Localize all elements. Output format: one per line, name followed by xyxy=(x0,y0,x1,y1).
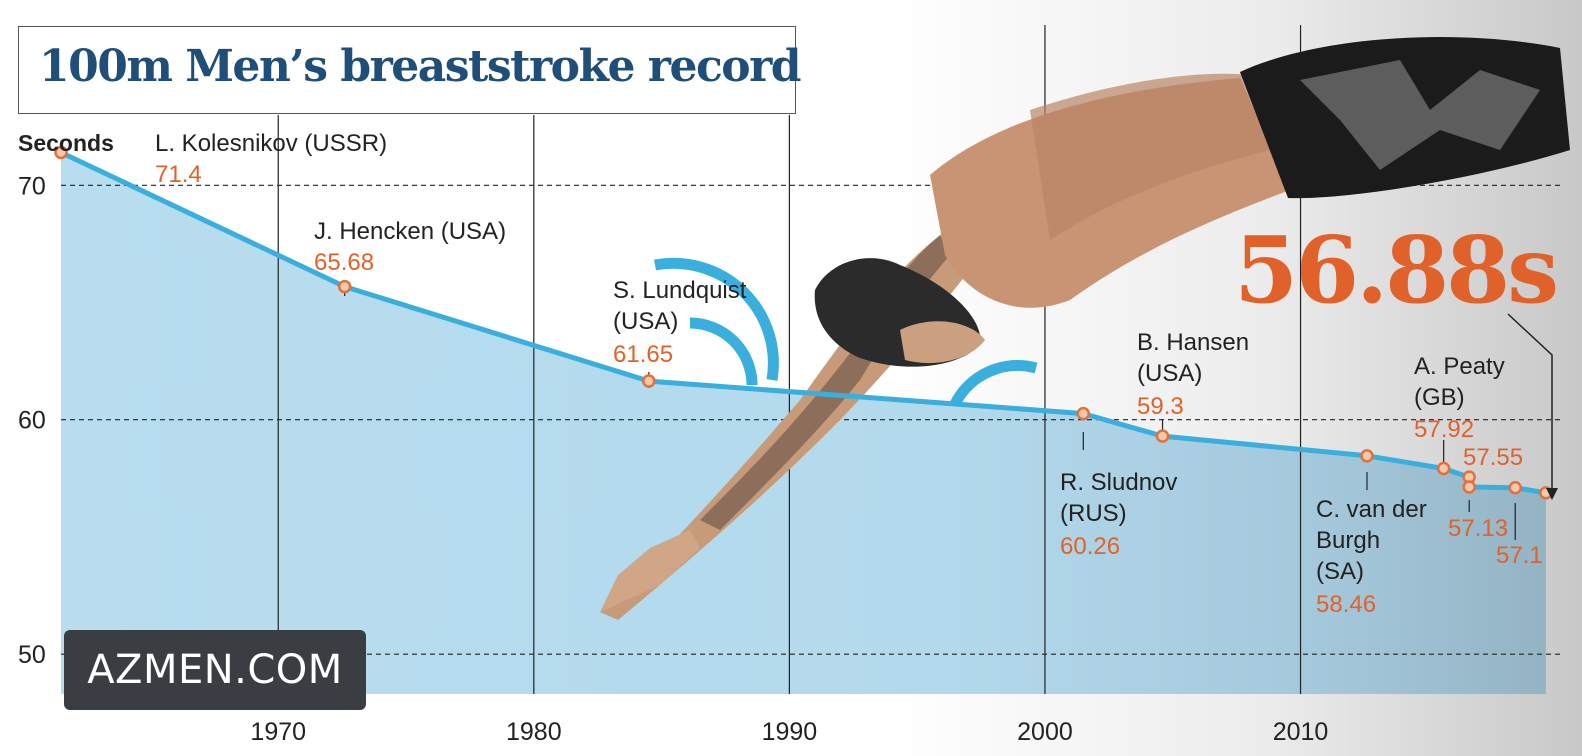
record-value-label: 57.13 xyxy=(1448,515,1508,542)
data-point xyxy=(1360,449,1374,463)
data-point xyxy=(1155,429,1170,443)
x-tick-label: 1990 xyxy=(762,718,818,746)
swimmer-back xyxy=(1030,73,1270,240)
record-holder-label: C. van der Burgh (SA) xyxy=(1316,496,1427,585)
title-box: 100m Men’s breaststroke record xyxy=(18,26,802,114)
record-value-label: 71.4 xyxy=(155,161,202,188)
data-point xyxy=(642,374,656,388)
record-value-label: 57.55 xyxy=(1463,444,1523,471)
record-holder-label: A. Peaty (GB) xyxy=(1414,353,1505,411)
x-tick-labels: 1970 1980 1990 2000 2010 xyxy=(250,718,1328,746)
data-labels: L. Kolesnikov (USSR) 71.4 J. Hencken (USA)… xyxy=(155,130,1543,618)
x-tick-label: 2010 xyxy=(1273,718,1329,746)
record-value-label: 65.68 xyxy=(314,249,374,276)
swimmer-hand xyxy=(600,530,700,612)
record-value-label: 61.65 xyxy=(613,341,673,368)
current-record-arrowhead xyxy=(1546,488,1558,500)
x-tick-label: 2000 xyxy=(1017,718,1073,746)
record-holder-label: S. Lundquist (USA) xyxy=(613,277,747,335)
record-holder-label: B. Hansen (USA) xyxy=(1137,329,1249,387)
data-point xyxy=(1436,461,1451,476)
x-tick-label: 1980 xyxy=(506,718,562,746)
splash-arc-2 xyxy=(689,317,758,386)
swimmer-illustration xyxy=(600,37,1570,620)
record-value-label: 57.1 xyxy=(1496,542,1543,569)
record-value-label: 58.46 xyxy=(1316,591,1376,618)
y-tick-labels: 50 60 70 xyxy=(18,172,46,669)
record-value-label: 60.26 xyxy=(1060,533,1120,560)
record-value-label: 59.3 xyxy=(1137,393,1184,420)
record-holder-label: J. Hencken (USA) xyxy=(314,218,506,245)
data-point xyxy=(1462,480,1476,494)
record-holder-label: L. Kolesnikov (USSR) xyxy=(155,130,387,157)
data-point xyxy=(337,279,352,294)
splash-arcs xyxy=(653,257,1038,407)
watermark: AZMEN.COM xyxy=(64,630,366,710)
data-point xyxy=(54,145,68,160)
current-record-value: 56.88s xyxy=(1234,216,1556,324)
data-point xyxy=(1076,406,1091,421)
swimmer-face xyxy=(900,321,985,364)
record-value-label: 57.92 xyxy=(1414,416,1474,443)
splash-arc-1 xyxy=(653,257,779,381)
y-tick-label: 70 xyxy=(18,172,46,200)
chart-title: 100m Men’s breaststroke record xyxy=(39,41,802,92)
swimmer-shorts-pattern xyxy=(1300,60,1540,170)
splash-arc-3 xyxy=(950,360,1038,407)
record-holder-label: R. Sludnov (RUS) xyxy=(1060,469,1177,527)
vertical-gridlines xyxy=(277,25,1302,694)
data-points xyxy=(54,145,1553,500)
y-tick-label: 50 xyxy=(18,641,46,669)
y-tick-label: 60 xyxy=(18,407,46,435)
data-point xyxy=(1508,480,1522,495)
current-record-pointer xyxy=(1507,313,1553,492)
y-axis-label: Seconds xyxy=(18,130,114,156)
x-tick-label: 1970 xyxy=(250,718,306,746)
